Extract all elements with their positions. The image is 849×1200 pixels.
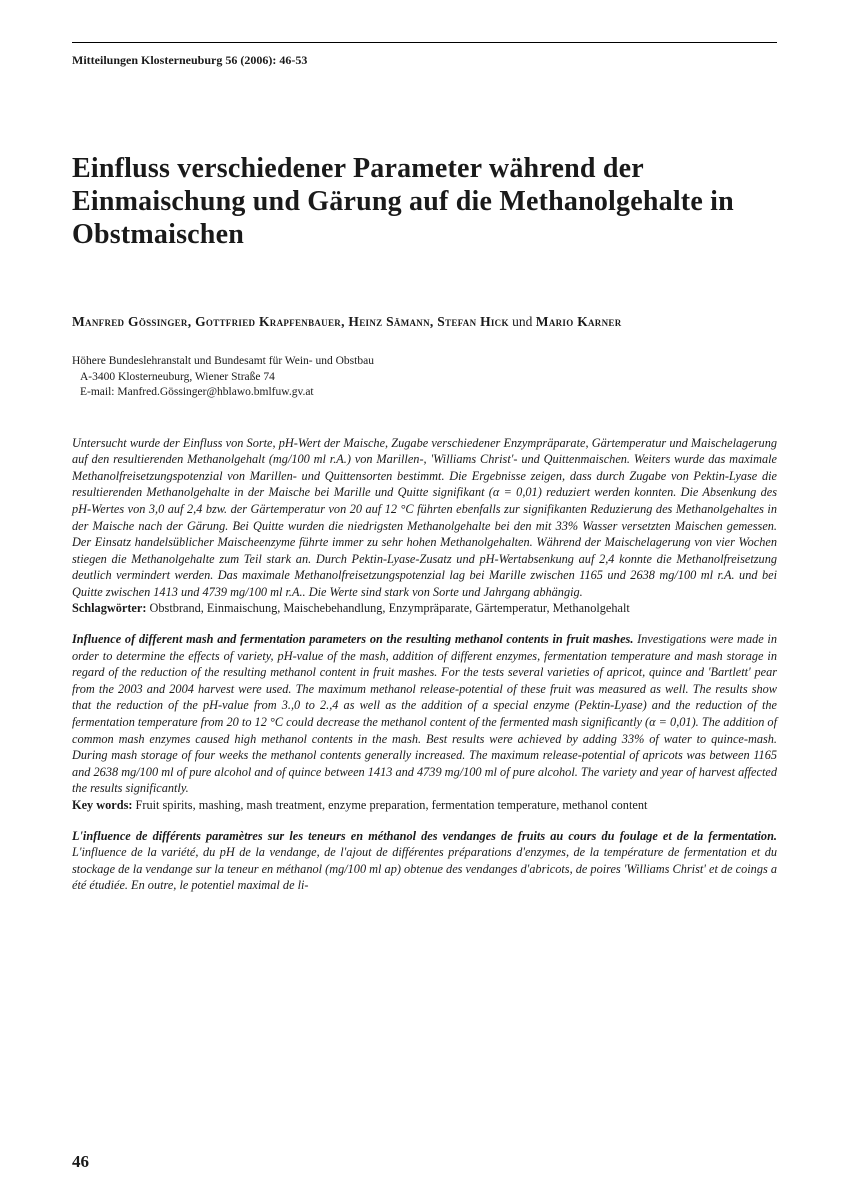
abstract-de-body: Untersucht wurde der Einfluss von Sorte,… (72, 436, 777, 599)
keywords-de-label: Schlagwörter: (72, 601, 146, 615)
abstract-french: L'influence de différents paramètres sur… (72, 828, 777, 894)
authors-main: Manfred Gössinger, Gottfried Krapfenbaue… (72, 314, 509, 329)
keywords-en: Fruit spirits, mashing, mash treatment, … (132, 798, 647, 812)
affiliation-address: A-3400 Klosterneuburg, Wiener Straße 74 (72, 370, 777, 386)
abstract-english: Influence of different mash and fermenta… (72, 631, 777, 814)
abstract-german: Untersucht wurde der Einfluss von Sorte,… (72, 435, 777, 618)
abstract-fr-body: L'influence de la variété, du pH de la v… (72, 845, 777, 892)
article-title: Einfluss verschiedener Parameter während… (72, 152, 777, 251)
authors: Manfred Gössinger, Gottfried Krapfenbaue… (72, 313, 777, 332)
affiliation-institute: Höhere Bundeslehranstalt und Bundesamt f… (72, 354, 777, 370)
top-rule (72, 42, 777, 43)
abstract-fr-heading: L'influence de différents paramètres sur… (72, 829, 777, 843)
abstract-en-heading: Influence of different mash and fermenta… (72, 632, 633, 646)
journal-header: Mitteilungen Klosterneuburg 56 (2006): 4… (72, 53, 777, 68)
authors-connector: und (509, 314, 536, 329)
keywords-en-label: Key words: (72, 798, 132, 812)
authors-last: Mario Karner (536, 314, 622, 329)
keywords-de: Obstbrand, Einmaischung, Maischebehandlu… (146, 601, 629, 615)
affiliation-block: Höhere Bundeslehranstalt und Bundesamt f… (72, 354, 777, 401)
affiliation-email: E-mail: Manfred.Gössinger@hblawo.bmlfuw.… (72, 385, 777, 401)
page-number: 46 (72, 1152, 89, 1172)
abstract-en-body: Investigations were made in order to det… (72, 632, 777, 795)
